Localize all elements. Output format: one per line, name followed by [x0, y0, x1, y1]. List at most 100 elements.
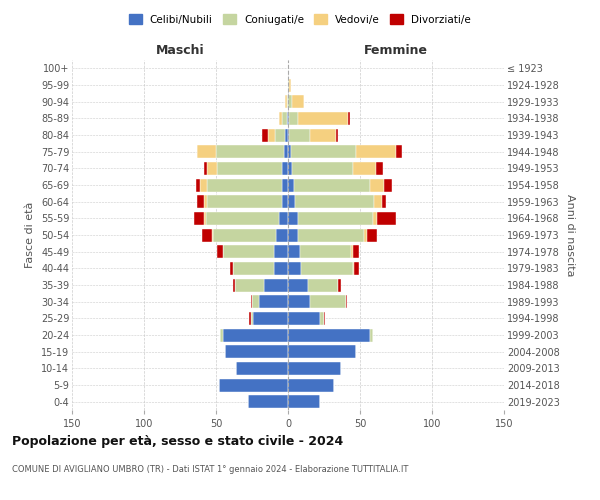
Bar: [205, 162, 208, 175]
Bar: [370, 328, 373, 342]
Bar: [338, 278, 341, 291]
Bar: [288, 128, 289, 141]
Bar: [289, 78, 291, 92]
Bar: [349, 112, 350, 125]
Bar: [364, 228, 367, 241]
Bar: [274, 245, 288, 258]
Bar: [208, 195, 282, 208]
Bar: [295, 195, 374, 208]
Bar: [354, 262, 359, 275]
Bar: [376, 162, 383, 175]
Bar: [288, 312, 320, 325]
Bar: [298, 212, 373, 225]
Bar: [275, 128, 285, 141]
Bar: [288, 145, 291, 158]
Bar: [223, 328, 288, 342]
Bar: [382, 195, 386, 208]
Bar: [292, 95, 304, 108]
Bar: [194, 212, 205, 225]
Bar: [298, 228, 364, 241]
Bar: [212, 228, 213, 241]
Legend: Celibi/Nubili, Coniugati/e, Vedovi/e, Divorziati/e: Celibi/Nubili, Coniugati/e, Vedovi/e, Di…: [125, 10, 475, 29]
Bar: [373, 212, 377, 225]
Bar: [205, 212, 206, 225]
Bar: [299, 245, 352, 258]
Bar: [248, 395, 288, 408]
Bar: [353, 162, 376, 175]
Bar: [288, 395, 320, 408]
Text: Popolazione per età, sesso e stato civile - 2024: Popolazione per età, sesso e stato civil…: [12, 435, 343, 448]
Bar: [287, 95, 288, 108]
Bar: [277, 228, 288, 241]
Bar: [217, 162, 282, 175]
Text: COMUNE DI AVIGLIANO UMBRO (TR) - Dati ISTAT 1° gennaio 2024 - Elaborazione TUTTI: COMUNE DI AVIGLIANO UMBRO (TR) - Dati IS…: [12, 465, 409, 474]
Bar: [263, 278, 288, 291]
Bar: [294, 178, 370, 192]
Bar: [324, 312, 325, 325]
Bar: [288, 245, 299, 258]
Bar: [217, 245, 223, 258]
Bar: [282, 195, 288, 208]
Bar: [346, 295, 347, 308]
Bar: [208, 178, 282, 192]
Bar: [251, 312, 253, 325]
Bar: [310, 295, 346, 308]
Bar: [220, 328, 223, 342]
Bar: [208, 162, 217, 175]
Bar: [235, 278, 263, 291]
Bar: [205, 195, 208, 208]
Bar: [289, 112, 298, 125]
Bar: [288, 95, 292, 108]
Bar: [197, 195, 205, 208]
Bar: [288, 378, 334, 392]
Bar: [288, 162, 292, 175]
Text: Maschi: Maschi: [155, 44, 205, 57]
Bar: [288, 278, 308, 291]
Bar: [396, 145, 402, 158]
Bar: [282, 112, 287, 125]
Bar: [308, 278, 338, 291]
Bar: [288, 178, 294, 192]
Bar: [288, 262, 301, 275]
Bar: [252, 295, 259, 308]
Bar: [374, 195, 382, 208]
Bar: [233, 262, 274, 275]
Bar: [202, 228, 212, 241]
Bar: [282, 162, 288, 175]
Bar: [262, 128, 268, 141]
Bar: [310, 128, 335, 141]
Bar: [274, 262, 288, 275]
Bar: [291, 145, 356, 158]
Bar: [289, 128, 310, 141]
Bar: [385, 178, 392, 192]
Bar: [301, 262, 353, 275]
Bar: [216, 145, 284, 158]
Bar: [288, 345, 356, 358]
Bar: [200, 178, 208, 192]
Bar: [197, 145, 216, 158]
Bar: [288, 362, 341, 375]
Bar: [367, 228, 377, 241]
Bar: [370, 178, 385, 192]
Bar: [253, 312, 288, 325]
Bar: [233, 278, 235, 291]
Bar: [353, 245, 359, 258]
Bar: [280, 212, 288, 225]
Bar: [280, 112, 282, 125]
Bar: [292, 162, 353, 175]
Bar: [249, 312, 251, 325]
Bar: [230, 262, 233, 275]
Bar: [196, 178, 200, 192]
Bar: [356, 145, 396, 158]
Bar: [224, 345, 288, 358]
Bar: [352, 245, 353, 258]
Bar: [282, 178, 288, 192]
Bar: [335, 128, 338, 141]
Bar: [285, 95, 287, 108]
Bar: [287, 112, 288, 125]
Bar: [213, 228, 277, 241]
Bar: [259, 295, 288, 308]
Bar: [268, 128, 275, 141]
Bar: [288, 228, 298, 241]
Bar: [223, 245, 274, 258]
